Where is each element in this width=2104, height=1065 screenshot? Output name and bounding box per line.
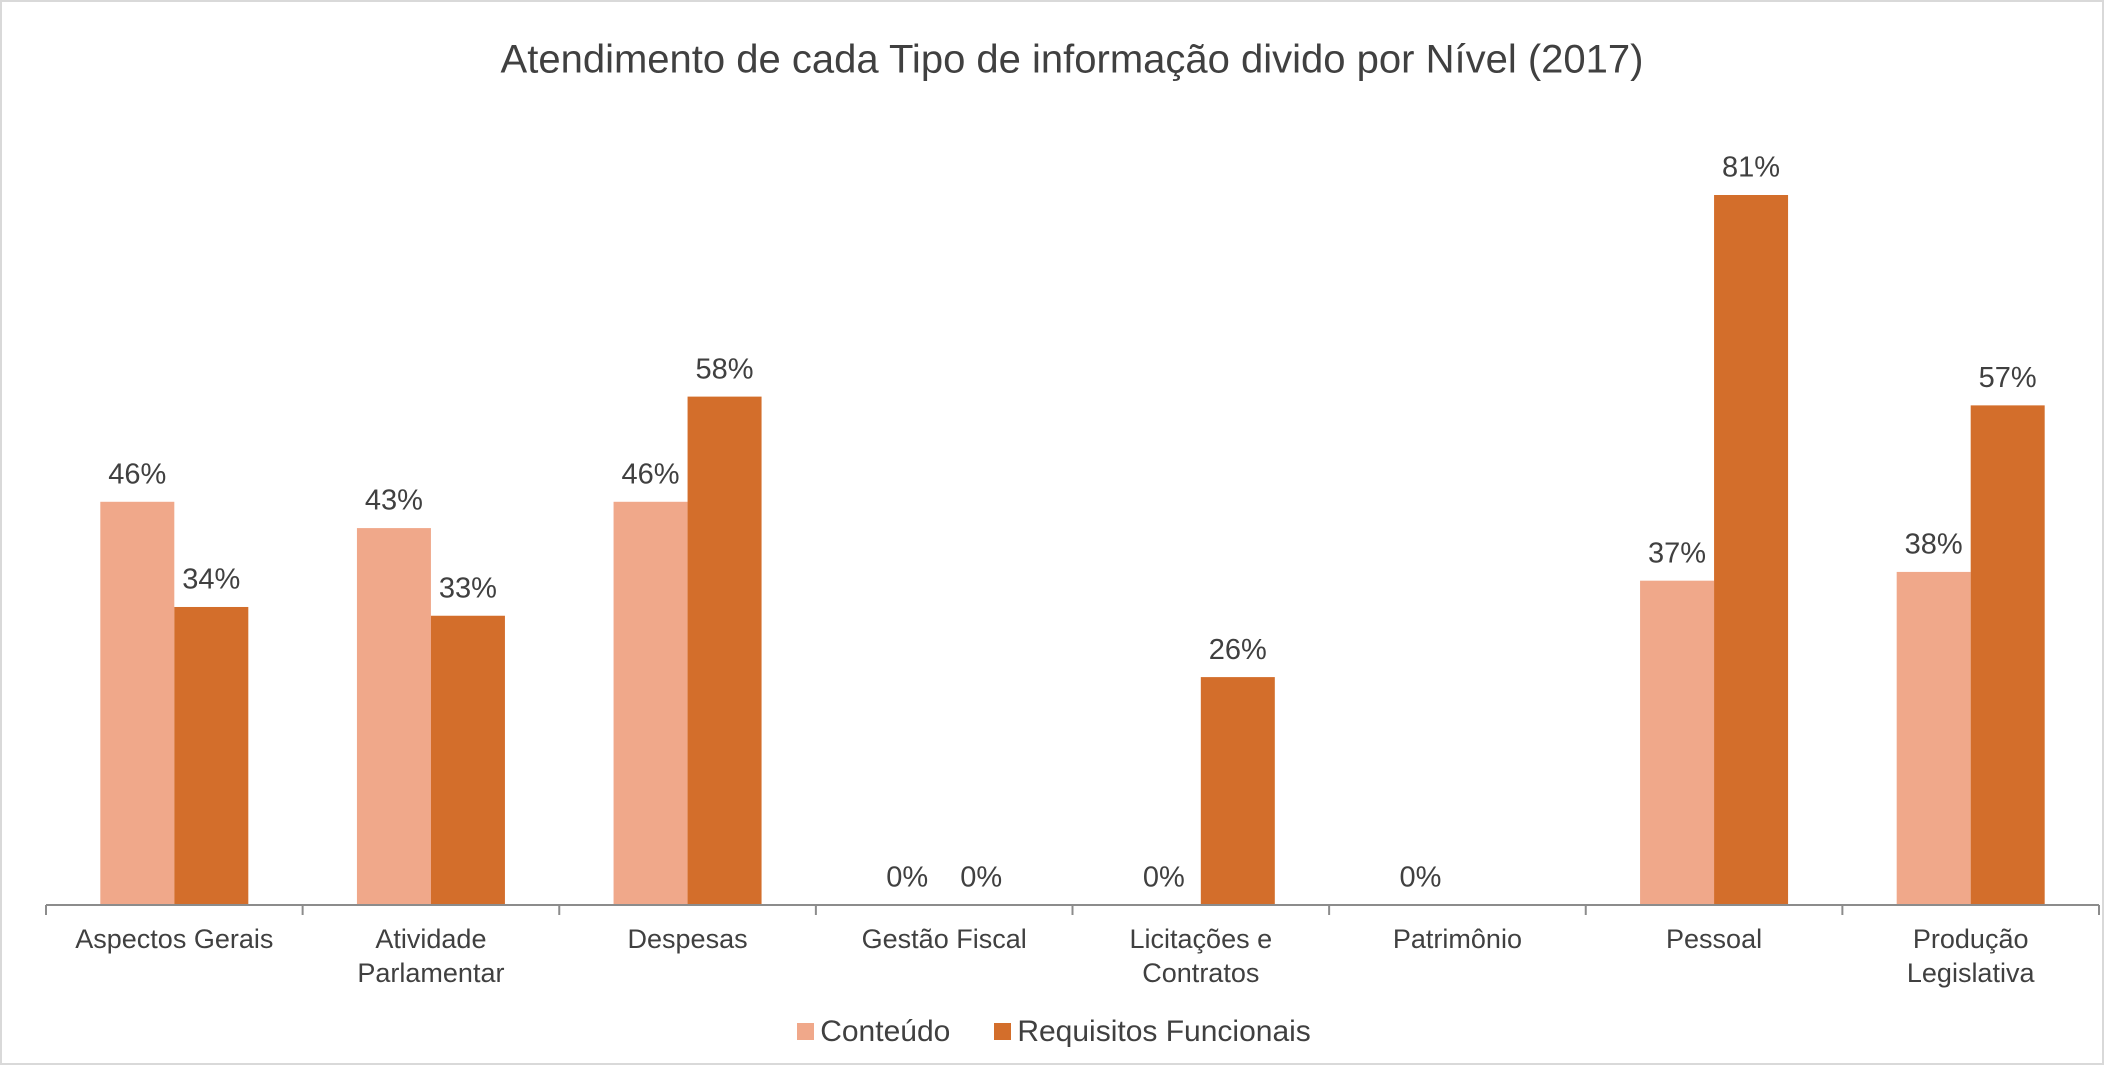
data-label: 0% <box>1399 862 1441 894</box>
x-tick-label: Despesas <box>627 924 748 954</box>
bar <box>1200 677 1275 905</box>
legend-item: Requisitos Funcionais <box>994 1014 1311 1049</box>
legend: Conteúdo Requisitos Funcionais <box>2 1014 2104 1049</box>
bar <box>430 615 505 905</box>
x-tick-label: Produção Legislativa <box>1906 924 2035 988</box>
bar <box>687 396 762 905</box>
data-label: 38% <box>1905 529 1963 561</box>
legend-swatch <box>994 1023 1012 1040</box>
data-label: 43% <box>365 485 423 517</box>
bar <box>1896 571 1971 905</box>
data-label: 46% <box>108 458 166 490</box>
data-label: 46% <box>622 458 680 490</box>
legend-label: Requisitos Funcionais <box>1017 1014 1311 1048</box>
bar <box>356 528 431 905</box>
bar <box>1970 405 2045 905</box>
x-tick-label: Aspectos Gerais <box>75 924 274 954</box>
bar <box>174 606 249 905</box>
legend-swatch <box>797 1023 815 1040</box>
bar <box>1714 195 1789 905</box>
data-label: 33% <box>439 572 497 604</box>
x-tick-label: Gestão Fiscal <box>861 924 1027 954</box>
data-label: 26% <box>1209 634 1267 666</box>
bar <box>613 501 688 905</box>
x-tick-label: Patrimônio <box>1392 924 1522 954</box>
legend-item: Conteúdo <box>797 1015 950 1049</box>
x-tick-label: Licitações e Contratos <box>1129 924 1273 988</box>
data-label: 58% <box>696 353 754 385</box>
data-label: 81% <box>1722 152 1780 184</box>
data-label: 57% <box>1979 362 2037 394</box>
data-label: 34% <box>182 564 240 596</box>
legend-label: Conteúdo <box>820 1014 951 1048</box>
chart-title: Atendimento de cada Tipo de informação d… <box>501 38 1644 82</box>
data-label: 0% <box>1143 862 1185 894</box>
bar <box>100 501 175 905</box>
x-tick-label: Atividade Parlamentar <box>357 924 505 988</box>
bar <box>1640 580 1715 905</box>
data-label: 0% <box>960 862 1002 894</box>
data-label: 0% <box>886 862 928 894</box>
data-label: 37% <box>1648 537 1706 569</box>
x-tick-label: Pessoal <box>1666 924 1763 954</box>
